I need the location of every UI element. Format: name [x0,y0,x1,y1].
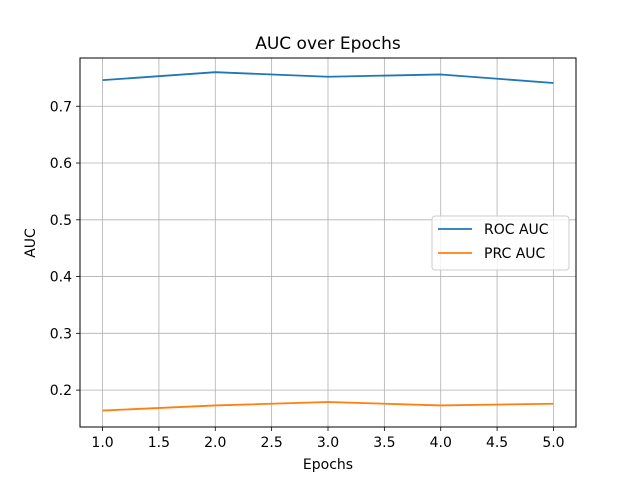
y-tick-label: 0.6 [50,156,72,172]
series-line-roc-auc [102,71,554,84]
legend-label: PRC AUC [484,246,546,262]
x-axis-label: Epochs [303,457,353,473]
legend-label: ROC AUC [484,222,549,238]
x-tick-label: 3.0 [317,435,339,451]
x-tick-label: 2.0 [204,435,226,451]
chart-title: AUC over Epochs [255,34,401,54]
x-tick-label: 4.0 [430,435,452,451]
y-tick-label: 0.7 [50,99,72,115]
y-tick-label: 0.3 [50,326,72,342]
legend: ROC AUC PRC AUC [431,215,570,271]
y-tick-label: 0.5 [50,213,72,229]
series-lines [102,71,554,412]
x-tick-label: 4.5 [486,435,508,451]
x-tick-label: 5.0 [542,435,564,451]
grid-lines [80,58,576,427]
y-tick-label: 0.2 [50,383,72,399]
y-axis-label: AUC [23,228,39,258]
x-axis-ticks: 1.0 1.5 2.0 2.5 3.0 3.5 4.0 4.5 5.0 [91,427,565,451]
x-tick-label: 1.5 [148,435,170,451]
x-tick-label: 2.5 [261,435,283,451]
y-axis-ticks: 0.2 0.3 0.4 0.5 0.6 0.7 [50,99,80,399]
x-tick-label: 1.0 [91,435,113,451]
y-tick-label: 0.4 [50,270,72,286]
series-line-prc-auc [102,401,554,412]
x-tick-label: 3.5 [373,435,395,451]
